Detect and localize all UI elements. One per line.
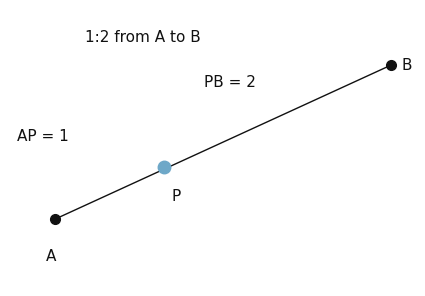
Text: 1:2 from A to B: 1:2 from A to B [85,30,201,45]
Text: P: P [172,189,181,205]
Text: AP = 1: AP = 1 [17,129,69,144]
Text: PB = 2: PB = 2 [204,75,256,90]
Text: B: B [402,58,412,73]
Text: A: A [46,249,56,264]
